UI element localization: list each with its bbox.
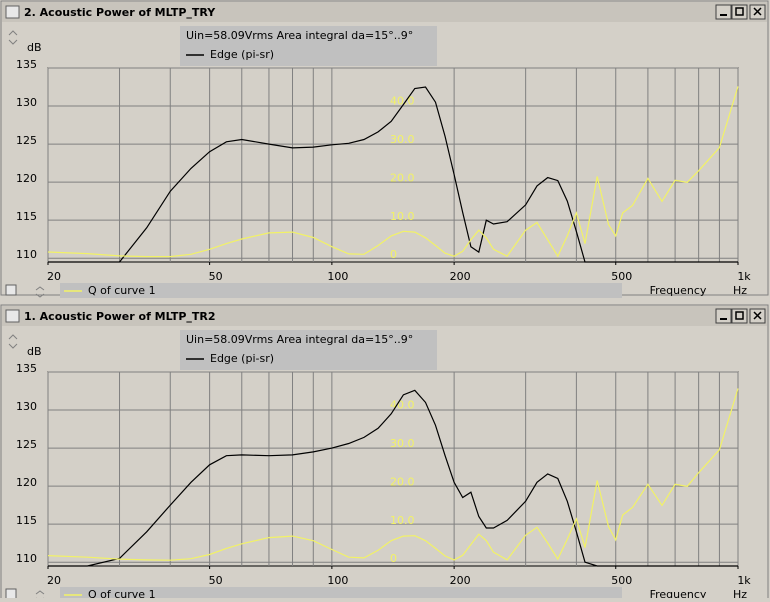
scroll-arrows[interactable] [8,30,18,45]
x-tick-label: 100 [327,270,348,283]
subtitle: Uin=58.09Vrms Area integral da=15°..9° [186,333,413,346]
maximize-glyph [735,311,744,320]
footer-arrows[interactable] [35,286,45,298]
x-tick-label: 200 [450,574,471,587]
y-tick-label: 110 [16,552,37,565]
x-tick-label: 100 [327,574,348,587]
window-title: 1. Acoustic Power of MLTP_TR2 [24,310,216,323]
footer-icon [5,588,17,600]
footer-icon [5,284,17,296]
x-tick-label: 200 [450,270,471,283]
y-axis-label: dB [27,41,42,54]
series-line [48,389,738,567]
y2-tick-label: 10.0 [390,210,415,223]
minimize-button[interactable] [715,4,732,20]
minimize-button[interactable] [715,308,732,324]
x-tick-label: 50 [209,574,223,587]
title-bar [2,306,767,326]
y2-tick-label: 0 [390,552,397,565]
y2-tick-label: 20.0 [390,475,415,488]
x-tick-label: 500 [611,574,632,587]
series-line [47,388,739,561]
series-line [47,86,739,258]
y2-tick-label: 40.0 [390,399,415,412]
close-glyph [753,7,762,16]
y2-tick-label: 10.0 [390,514,415,527]
legend-bar [60,283,622,298]
x-tick-label: 500 [611,270,632,283]
series-line [48,86,738,263]
y-tick-label: 120 [16,476,37,489]
y-tick-label: 115 [16,210,37,223]
y-axis-label: dB [27,345,42,358]
y-tick-label: 135 [16,58,37,71]
x-tick-label: 1k [737,270,751,283]
legend-label: Q of curve 1 [88,284,156,297]
y2-tick-label: 0 [390,248,397,261]
window-icon [5,5,20,19]
x-tick-label: 20 [47,270,61,283]
y-tick-label: 125 [16,438,37,451]
y-tick-label: 115 [16,514,37,527]
y-tick-label: 110 [16,248,37,261]
plot-area [47,371,739,567]
y2-tick-label: 20.0 [390,171,415,184]
y-tick-label: 130 [16,400,37,413]
x-tick-label: 50 [209,270,223,283]
y-tick-label: 130 [16,96,37,109]
scroll-arrows[interactable] [8,334,18,349]
maximize-button[interactable] [731,4,748,20]
legend-box [180,26,437,66]
y2-tick-label: 30.0 [390,133,415,146]
window-icon [5,309,20,323]
legend-label: Edge (pi-sr) [210,352,274,365]
y2-tick-label: 30.0 [390,437,415,450]
x-axis-label: Frequency [650,284,707,297]
y-tick-label: 135 [16,362,37,375]
legend-label: Edge (pi-sr) [210,48,274,61]
legend-label: Q of curve 1 [88,588,156,598]
title-bar [2,2,767,22]
x-tick-label: 1k [737,574,751,587]
close-glyph [753,311,762,320]
x-axis-unit: Hz [733,588,747,598]
x-axis-unit: Hz [733,284,747,297]
maximize-glyph [735,7,744,16]
x-tick-label: 20 [47,574,61,587]
subtitle: Uin=58.09Vrms Area integral da=15°..9° [186,29,413,42]
legend-box [180,330,437,370]
maximize-button[interactable] [731,308,748,324]
window-title: 2. Acoustic Power of MLTP_TRY [24,6,216,19]
y-tick-label: 125 [16,134,37,147]
y-tick-label: 120 [16,172,37,185]
x-axis-label: Frequency [650,588,707,598]
